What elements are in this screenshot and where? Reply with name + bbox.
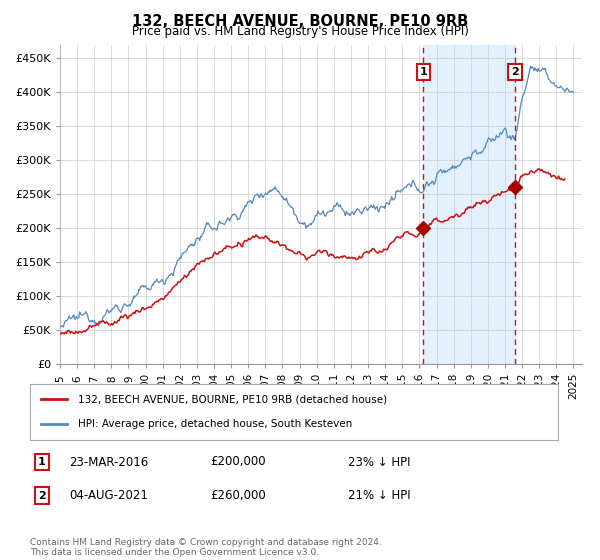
- Text: 04-AUG-2021: 04-AUG-2021: [69, 489, 148, 502]
- Text: 2: 2: [38, 491, 46, 501]
- Text: Contains HM Land Registry data © Crown copyright and database right 2024.
This d: Contains HM Land Registry data © Crown c…: [30, 538, 382, 557]
- Text: 2: 2: [511, 67, 519, 77]
- Bar: [423, 45, 515, 364]
- Text: HPI: Average price, detached house, South Kesteven: HPI: Average price, detached house, Sout…: [77, 419, 352, 429]
- Text: 1: 1: [419, 67, 427, 77]
- Text: 132, BEECH AVENUE, BOURNE, PE10 9RB (detached house): 132, BEECH AVENUE, BOURNE, PE10 9RB (det…: [77, 394, 386, 404]
- Text: 132, BEECH AVENUE, BOURNE, PE10 9RB: 132, BEECH AVENUE, BOURNE, PE10 9RB: [132, 14, 468, 29]
- Text: Price paid vs. HM Land Registry's House Price Index (HPI): Price paid vs. HM Land Registry's House …: [131, 25, 469, 38]
- Text: £260,000: £260,000: [210, 489, 266, 502]
- Text: 23-MAR-2016: 23-MAR-2016: [69, 455, 148, 469]
- Text: 23% ↓ HPI: 23% ↓ HPI: [348, 455, 410, 469]
- Text: 1: 1: [38, 457, 46, 467]
- Text: £200,000: £200,000: [210, 455, 266, 469]
- Text: 21% ↓ HPI: 21% ↓ HPI: [348, 489, 410, 502]
